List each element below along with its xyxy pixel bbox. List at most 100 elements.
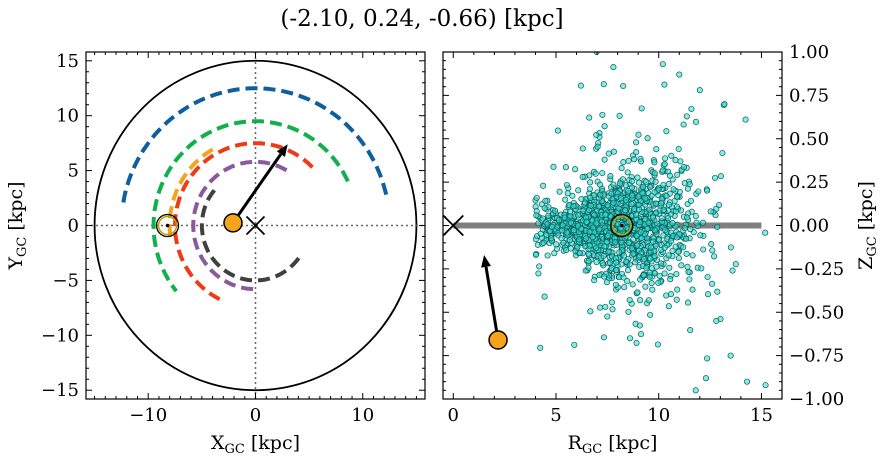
star-point <box>600 252 607 259</box>
star-point <box>681 225 688 232</box>
star-point <box>641 256 648 263</box>
star-point <box>600 273 608 280</box>
star-point <box>563 229 571 236</box>
star-point <box>601 243 608 250</box>
y-tick-label: −10 <box>41 325 79 346</box>
star-point <box>626 335 634 342</box>
y-tick-label: −0.50 <box>789 302 844 323</box>
star-point <box>605 248 612 255</box>
y-tick-label: 0 <box>68 216 79 237</box>
star-point <box>643 264 650 271</box>
star-point <box>587 202 594 209</box>
spiral-arm-darkgray <box>199 188 301 283</box>
star-point <box>653 146 660 153</box>
star-point <box>638 158 645 165</box>
star-point <box>591 277 598 284</box>
star-point <box>620 274 627 281</box>
star-point <box>633 139 640 146</box>
star-point <box>717 173 724 180</box>
star-point <box>601 123 608 130</box>
star-point <box>684 299 692 306</box>
star-point <box>585 258 592 265</box>
star-point <box>660 232 667 239</box>
star-point <box>574 244 581 251</box>
star-point <box>545 212 552 219</box>
star-point <box>659 167 666 174</box>
star-point <box>593 244 600 251</box>
star-point <box>688 105 695 112</box>
star-point <box>587 179 594 186</box>
star-point <box>687 327 694 334</box>
y-tick-label: 0.75 <box>789 85 829 106</box>
figure-title: (-2.10, 0.24, -0.66) [kpc] <box>280 6 563 32</box>
star-point <box>693 219 700 226</box>
star-point <box>644 135 651 142</box>
sun-marker-rz-outer <box>610 213 634 238</box>
star-point <box>621 284 628 291</box>
star-point <box>619 176 626 183</box>
star-point <box>640 272 647 279</box>
star-point <box>648 280 655 287</box>
star-point <box>684 185 691 192</box>
sun-marker-rz-dot <box>619 223 624 228</box>
star-point <box>616 249 623 256</box>
star-point <box>626 296 633 304</box>
star-point <box>556 217 563 224</box>
y-tick-label: 5 <box>68 161 79 182</box>
star-point <box>610 199 617 206</box>
y-tick-label: −1.00 <box>789 389 844 410</box>
star-point <box>661 270 668 277</box>
star-point <box>650 238 657 245</box>
star-point <box>605 150 612 157</box>
star-point <box>659 61 666 68</box>
x-tick-label: 0 <box>448 405 459 426</box>
star-point <box>673 296 680 303</box>
star-point <box>567 213 574 220</box>
star-point <box>533 194 540 201</box>
star-point <box>620 159 627 166</box>
star-point <box>575 212 582 219</box>
star-point <box>533 212 540 219</box>
star-point <box>602 211 609 218</box>
star-point <box>612 267 619 274</box>
x-tick-label: 0 <box>250 405 261 426</box>
star-point <box>711 174 719 181</box>
star-point <box>651 252 658 260</box>
star-point <box>678 262 685 269</box>
star-point <box>548 235 555 242</box>
star-point <box>692 387 699 394</box>
star-point <box>708 241 715 248</box>
star-point <box>716 201 723 209</box>
star-point <box>622 207 629 214</box>
star-point <box>689 252 696 259</box>
velocity-arrow-rz-shaft <box>484 266 500 341</box>
star-point <box>625 308 632 315</box>
star-point <box>593 220 600 227</box>
star-point <box>558 235 565 242</box>
star-point <box>594 143 601 150</box>
star-point <box>719 149 726 157</box>
star-point <box>604 202 611 209</box>
star-point <box>663 128 670 135</box>
star-point <box>633 339 640 347</box>
y-tick-label: −0.75 <box>789 346 844 367</box>
y-tick-label: −15 <box>41 380 79 401</box>
star-point <box>665 181 672 188</box>
star-point <box>662 155 669 162</box>
object-marker-rz <box>488 330 508 350</box>
star-point <box>684 214 691 221</box>
star-point <box>729 267 736 274</box>
star-point <box>642 283 649 290</box>
star-point <box>714 288 721 295</box>
x-tick-label: 15 <box>750 405 773 426</box>
star-point <box>695 188 702 195</box>
star-point <box>647 184 654 191</box>
star-point <box>632 211 640 218</box>
star-point <box>632 259 639 266</box>
star-point <box>713 317 720 324</box>
star-point <box>709 247 716 254</box>
star-point <box>660 206 667 213</box>
star-point <box>697 232 704 239</box>
star-point <box>624 169 631 176</box>
star-point <box>592 170 599 177</box>
